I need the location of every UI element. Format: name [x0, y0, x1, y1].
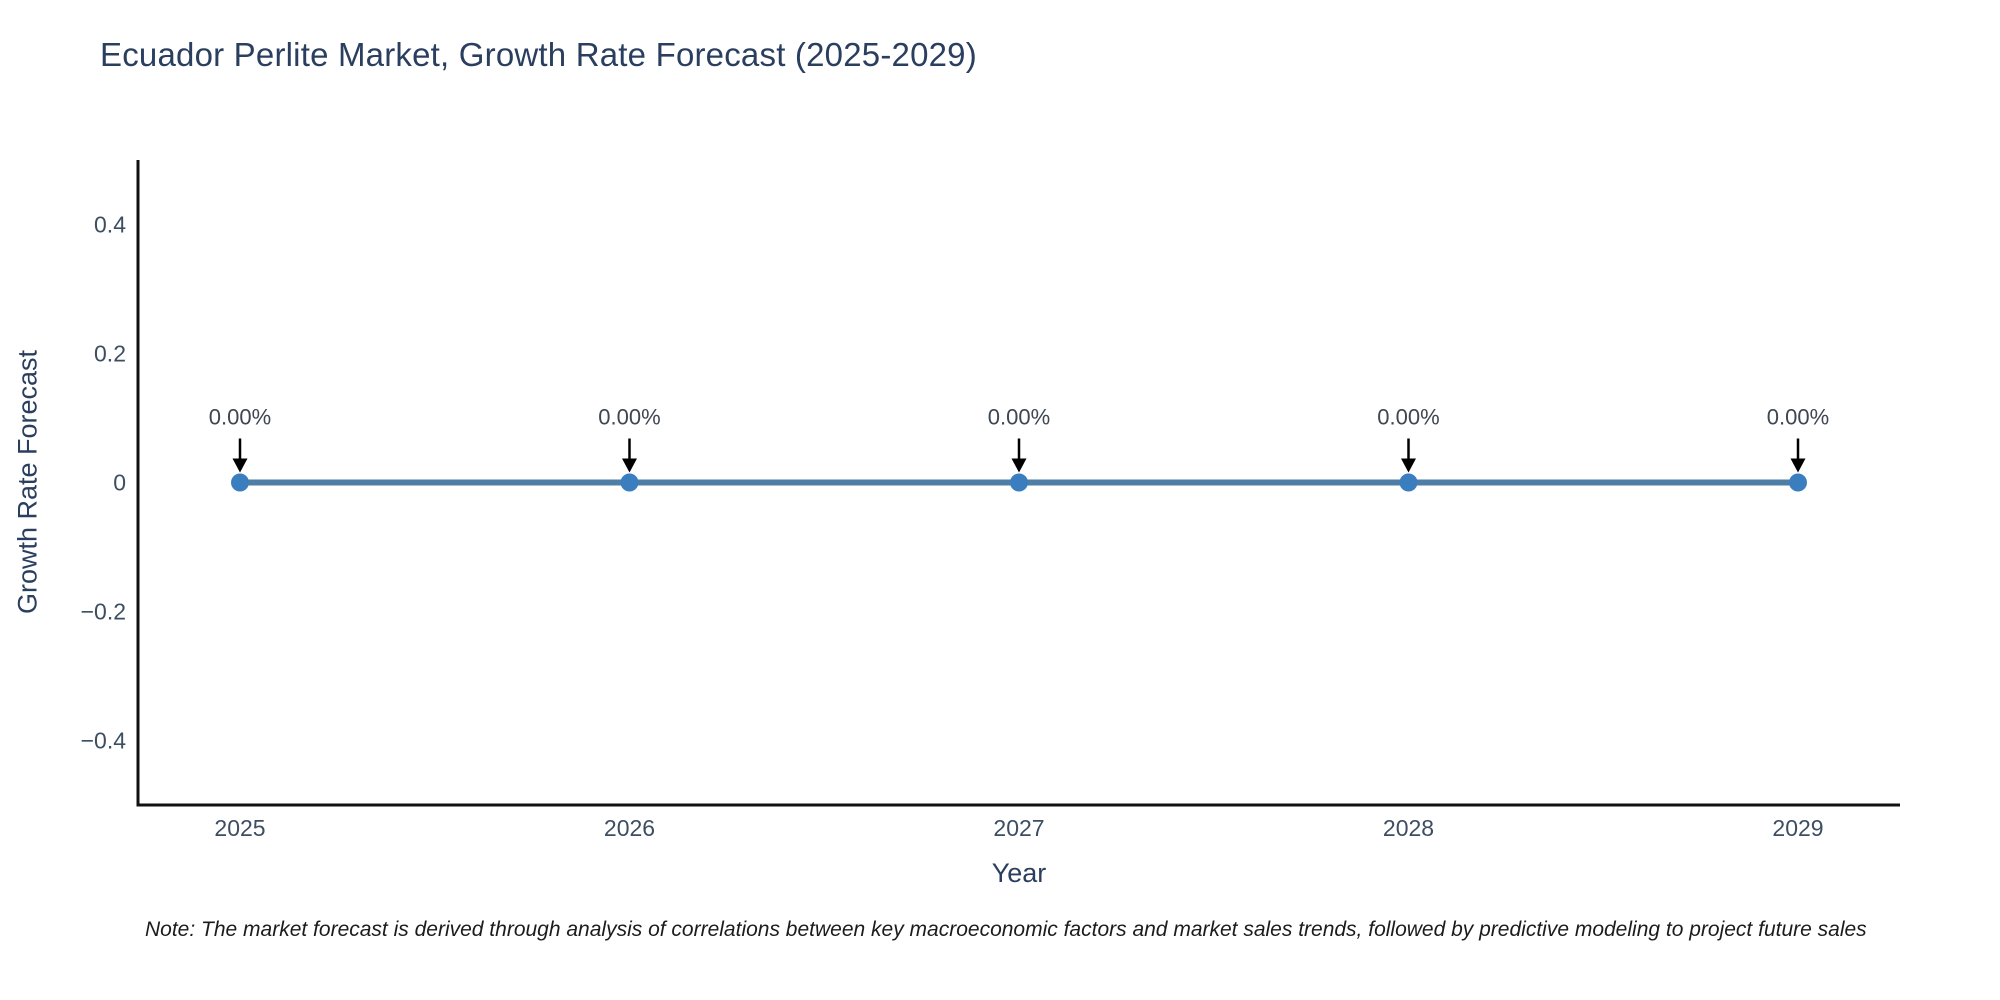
data-label: 0.00% [209, 405, 271, 430]
y-axis-title: Growth Rate Forecast [12, 349, 43, 615]
y-tick-label: 0 [113, 470, 126, 496]
data-point-marker [231, 473, 249, 492]
data-label: 0.00% [598, 405, 660, 430]
annotation-arrowhead [622, 458, 637, 473]
annotation-arrowhead [232, 458, 248, 473]
chart-title: Ecuador Perlite Market, Growth Rate Fore… [100, 36, 977, 73]
data-point-marker [620, 473, 639, 492]
data-point-marker [1399, 473, 1418, 492]
x-tick-label: 2026 [604, 815, 655, 841]
y-tick-label: −0.4 [81, 728, 127, 754]
x-tick-label: 2028 [1383, 815, 1434, 841]
annotation-arrowhead [1790, 458, 1806, 473]
data-label: 0.00% [1767, 405, 1829, 430]
data-point-marker [1010, 473, 1028, 492]
data-point-marker [1789, 473, 1807, 492]
x-tick-label: 2027 [993, 815, 1044, 841]
x-axis-title: Year [991, 858, 1047, 888]
data-label: 0.00% [1377, 405, 1439, 430]
annotation-arrowhead [1011, 458, 1027, 473]
x-tick-label: 2025 [214, 815, 265, 841]
footnote: Note: The market forecast is derived thr… [145, 918, 1867, 941]
y-tick-label: 0.2 [94, 341, 126, 367]
y-tick-label: 0.4 [94, 212, 126, 238]
data-label: 0.00% [988, 405, 1050, 430]
x-tick-label: 2029 [1772, 815, 1823, 841]
y-tick-label: −0.2 [81, 599, 126, 625]
annotation-arrowhead [1401, 458, 1416, 473]
